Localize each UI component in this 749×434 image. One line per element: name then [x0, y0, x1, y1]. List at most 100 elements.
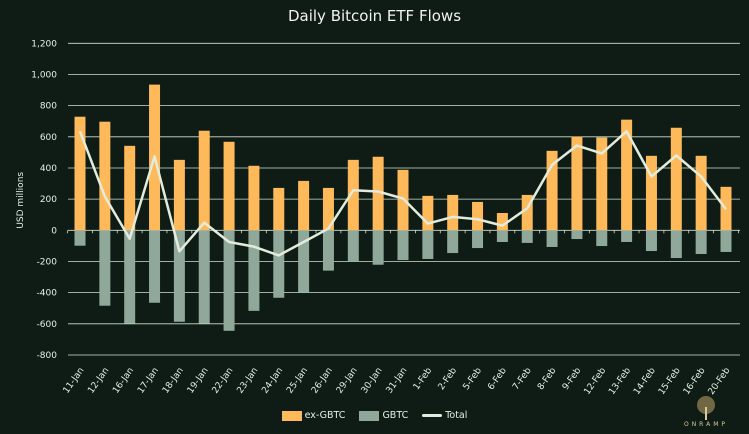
bar-ex-gbtc-13-feb — [621, 119, 633, 231]
bar-gbtc-16-jan — [124, 230, 136, 324]
x-tick-label: 6-Feb — [486, 366, 509, 392]
y-axis-label: USD millions — [16, 172, 26, 229]
bar-gbtc-29-jan — [347, 230, 359, 261]
bar-gbtc-20-feb — [720, 230, 732, 252]
bar-gbtc-31-jan — [397, 230, 409, 261]
x-tick-label: 2-Feb — [437, 366, 460, 392]
bar-ex-gbtc-18-jan — [173, 159, 185, 231]
legend-item-gbtc: GBTC — [359, 410, 408, 421]
bar-ex-gbtc-7-feb — [521, 194, 533, 231]
legend-line — [422, 414, 443, 417]
x-tick-label: 26-Jan — [310, 366, 335, 396]
legend-swatch — [359, 410, 380, 421]
x-tick-label: 25-Jan — [285, 366, 310, 396]
bar-gbtc-24-jan — [273, 230, 285, 298]
x-tick-label: 5-Feb — [462, 366, 485, 392]
x-tick-label: 19-Jan — [186, 366, 211, 396]
bar-ex-gbtc-12-jan — [99, 121, 111, 231]
y-tick-label: 1,200 — [31, 39, 57, 49]
bar-gbtc-11-jan — [74, 230, 86, 246]
bar-gbtc-18-jan — [173, 230, 185, 322]
bar-ex-gbtc-30-jan — [372, 156, 384, 231]
x-tick-label: 8-Feb — [536, 366, 559, 392]
bar-gbtc-15-feb — [670, 230, 682, 259]
bar-gbtc-25-jan — [298, 230, 310, 293]
bar-gbtc-1-feb — [422, 230, 434, 259]
chart-title: Daily Bitcoin ETF Flows — [287, 7, 462, 25]
bar-gbtc-12-feb — [596, 230, 608, 247]
x-tick-label: 17-Jan — [136, 366, 161, 396]
x-tick-label: 15-Feb — [657, 366, 683, 397]
bar-gbtc-9-feb — [571, 230, 583, 240]
y-tick-label: 1,000 — [31, 70, 57, 80]
legend-item-total: Total — [422, 410, 467, 421]
onramp-logo: ONRAMP — [671, 395, 741, 428]
x-tick-label: 9-Feb — [561, 366, 584, 392]
y-tick-label: -200 — [37, 257, 58, 267]
x-tick-label: 24-Jan — [260, 366, 285, 396]
x-tick-label: 29-Jan — [335, 366, 360, 396]
bar-gbtc-8-feb — [546, 230, 558, 247]
bar-gbtc-22-jan — [223, 230, 235, 331]
bar-gbtc-23-jan — [248, 230, 260, 311]
y-tick-label: -400 — [37, 289, 58, 299]
x-tick-label: 16-Feb — [682, 366, 708, 397]
tree-icon — [697, 396, 715, 420]
bar-ex-gbtc-26-jan — [322, 187, 334, 231]
bar-ex-gbtc-25-jan — [298, 180, 310, 231]
bar-ex-gbtc-2-feb — [447, 194, 459, 231]
bar-gbtc-2-feb — [447, 230, 459, 254]
bar-gbtc-17-jan — [149, 230, 161, 303]
bar-ex-gbtc-6-feb — [496, 213, 508, 231]
bar-ex-gbtc-19-jan — [198, 130, 210, 231]
legend-label: GBTC — [382, 410, 409, 421]
bar-gbtc-5-feb — [472, 230, 484, 249]
x-tick-label: 23-Jan — [236, 366, 261, 396]
bar-ex-gbtc-5-feb — [472, 201, 484, 231]
y-tick-label: 400 — [40, 164, 57, 174]
y-tick-label: -800 — [37, 351, 58, 361]
legend-item-ex-gbtc: ex-GBTC — [281, 410, 346, 421]
bar-gbtc-7-feb — [521, 230, 533, 243]
x-tick-label: 22-Jan — [211, 366, 236, 396]
legend-label: Total — [445, 410, 468, 421]
bar-ex-gbtc-1-feb — [422, 195, 434, 231]
bar-gbtc-14-feb — [645, 230, 657, 252]
x-tick-label: 20-Feb — [707, 366, 733, 397]
x-tick-label: 14-Feb — [632, 366, 658, 397]
x-tick-label: 31-Jan — [385, 366, 410, 396]
bar-gbtc-19-jan — [198, 230, 210, 324]
bar-ex-gbtc-9-feb — [571, 136, 583, 231]
legend: ex-GBTC GBTC Total — [0, 410, 749, 421]
legend-swatch — [281, 410, 302, 421]
y-tick-label: 200 — [40, 195, 57, 205]
x-tick-label: 18-Jan — [161, 366, 186, 396]
x-tick-label: 1-Feb — [412, 366, 435, 392]
bar-ex-gbtc-12-feb — [596, 137, 608, 231]
bar-ex-gbtc-15-feb — [670, 127, 682, 231]
x-tick-label: 30-Jan — [360, 366, 385, 396]
legend-label: ex-GBTC — [304, 410, 346, 421]
bar-ex-gbtc-29-jan — [347, 159, 359, 231]
bar-gbtc-13-feb — [621, 230, 633, 242]
bar-ex-gbtc-24-jan — [273, 187, 285, 231]
bar-gbtc-16-feb — [695, 230, 707, 254]
y-tick-label: 0 — [51, 226, 57, 236]
x-tick-label: 7-Feb — [511, 366, 534, 392]
bar-ex-gbtc-8-feb — [546, 150, 558, 231]
x-tick-label: 12-Jan — [86, 366, 111, 396]
bar-ex-gbtc-16-jan — [124, 145, 136, 231]
bar-gbtc-12-jan — [99, 230, 111, 306]
bar-ex-gbtc-16-feb — [695, 155, 707, 231]
bar-gbtc-30-jan — [372, 230, 384, 265]
y-tick-label: 600 — [40, 133, 57, 143]
bar-ex-gbtc-11-jan — [74, 116, 86, 231]
bar-gbtc-6-feb — [496, 230, 508, 242]
x-tick-label: 16-Jan — [111, 366, 136, 396]
x-tick-label: 12-Feb — [582, 366, 608, 397]
bar-gbtc-26-jan — [322, 230, 334, 271]
x-tick-label: 11-Jan — [62, 366, 87, 396]
x-tick-label: 13-Feb — [607, 366, 633, 397]
